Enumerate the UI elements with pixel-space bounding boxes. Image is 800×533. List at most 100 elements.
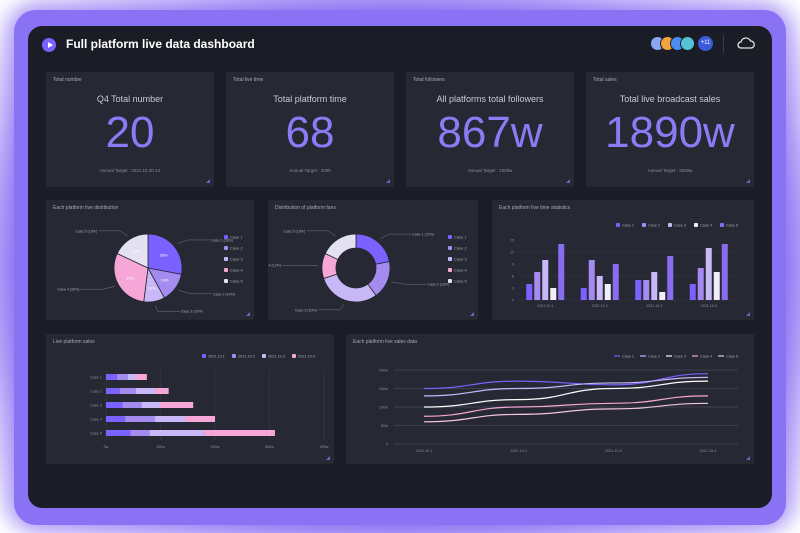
legend-swatch: [224, 268, 228, 272]
y-tick-label: Case 4: [90, 418, 102, 422]
play-logo-icon: [42, 38, 56, 52]
bar: [643, 280, 650, 300]
cloud-icon[interactable]: [736, 35, 756, 51]
y-tick-label: 0: [512, 298, 514, 302]
bar: [596, 276, 603, 300]
legend-swatch: [292, 354, 296, 358]
x-tick-label: 100w: [156, 445, 165, 449]
x-tick-label: 0w: [104, 445, 109, 449]
collaborator-avatars[interactable]: +11: [650, 36, 713, 52]
kpi-value: 20: [105, 108, 155, 157]
y-tick-label: 12: [510, 250, 514, 254]
kpi-subtitle: Total live broadcast sales: [619, 94, 721, 104]
legend-label: Case 5: [454, 279, 467, 284]
x-tick-label: 2021.10.2: [592, 304, 608, 308]
legend-label: Case 5: [726, 224, 738, 228]
kpi-card-total-number: Total number Q4 Total number 20 Annual T…: [46, 72, 214, 187]
bar: [612, 264, 619, 300]
legend-label: Case 3: [674, 224, 686, 228]
bar: [713, 272, 720, 300]
y-tick-label: 50w: [381, 424, 388, 428]
chart-title: Each platform live distribution: [53, 205, 119, 211]
header-divider: [723, 35, 724, 53]
resize-corner-icon[interactable]: [326, 456, 330, 460]
legend-label: Case 1: [454, 235, 467, 240]
legend-swatch: [224, 235, 228, 239]
x-tick-label: 2021.10.3: [646, 304, 662, 308]
avatar[interactable]: [680, 36, 695, 51]
stacked-bar-chart-platform-sales: 0w 100w 200w 300w 400w Case 1 Case 2 Case 3 Case…: [90, 354, 329, 449]
kpi-target: Annual Target : 2021.10.30-12: [99, 168, 161, 173]
legend-label: Case 4: [700, 355, 712, 359]
resize-corner-icon[interactable]: [566, 179, 570, 183]
bar-segment: [130, 430, 150, 436]
bar: [635, 280, 642, 300]
kpi-target: Annual Target : 1000w: [467, 168, 513, 173]
kpi-subtitle: Q4 Total number: [96, 94, 164, 104]
slice-percent-label: 14%: [160, 277, 168, 282]
pie-slice: [323, 273, 377, 303]
chart-card-live-time-statistics: Each platform live time statistics 0 3 6 9 1…: [492, 200, 754, 320]
y-tick-label: 6: [512, 274, 514, 278]
bar-segment: [106, 374, 117, 380]
series-line: [423, 380, 709, 408]
series-line: [423, 373, 709, 390]
legend-swatch: [448, 279, 452, 283]
slice-percent-label: 28%: [160, 252, 168, 257]
bar-segment: [149, 430, 205, 436]
legend-swatch: [224, 279, 228, 283]
chart-title: Each platform live time statistics: [499, 205, 571, 211]
resize-corner-icon[interactable]: [746, 312, 750, 316]
y-tick-label: 3: [512, 286, 514, 290]
legend-label: Case 1: [230, 235, 243, 240]
legend-swatch: [224, 257, 228, 261]
bar: [721, 244, 728, 300]
legend-swatch: [642, 223, 646, 227]
x-tick-label: 300w: [265, 445, 274, 449]
bar: [542, 260, 549, 300]
legend-label: 2021.10.2: [238, 355, 255, 359]
legend-label: Case 2: [648, 355, 660, 359]
bar-segment: [135, 388, 156, 394]
avatar-count-badge[interactable]: +11: [698, 36, 713, 51]
bar-chart-live-time: 0 3 6 9 12 15 2021.10.1 2021.10.2 2021.10.3 2021.…: [510, 223, 738, 308]
chart-title: Live platform sales: [53, 339, 95, 345]
bar-segment: [106, 416, 126, 422]
leader-line: [177, 239, 211, 244]
slice-label: Case 5 (18%): [283, 229, 305, 233]
bar-segment: [141, 402, 161, 408]
legend-swatch: [448, 257, 452, 261]
chart-card-live-platform-sales: Live platform sales 0w 100w 200w 300w 400w Ca…: [46, 334, 334, 464]
slice-label: Case 4 (30%): [57, 288, 79, 292]
x-tick-label: 2021.10.4: [701, 304, 717, 308]
leader-line: [154, 305, 180, 312]
pie-slice: [147, 233, 183, 275]
legend-label: Case 4: [230, 268, 243, 273]
y-tick-label: Case 5: [90, 432, 102, 436]
resize-corner-icon[interactable]: [746, 456, 750, 460]
resize-corner-icon[interactable]: [746, 179, 750, 183]
y-tick-label: Case 1: [90, 376, 102, 380]
kpi-label: Total sales: [593, 77, 617, 83]
slice-label: Case 5 (18%): [75, 229, 97, 233]
bar: [651, 272, 658, 300]
x-tick-label: 2021.10.3: [605, 449, 622, 453]
y-tick-label: 200w: [379, 368, 388, 372]
legend-label: Case 5: [230, 279, 243, 284]
dashboard-screen: Full platform live data dashboard +11 To…: [28, 26, 772, 508]
resize-corner-icon[interactable]: [470, 312, 474, 316]
slice-label: Case 2 (18%): [427, 283, 449, 287]
kpi-subtitle: Total platform time: [273, 94, 347, 104]
bar-segment: [160, 402, 194, 408]
resize-corner-icon[interactable]: [246, 312, 250, 316]
bar-segment: [135, 374, 147, 380]
legend-swatch: [262, 354, 266, 358]
legend-swatch: [616, 223, 620, 227]
bar-segment: [106, 388, 120, 394]
resize-corner-icon[interactable]: [206, 179, 210, 183]
leader-line: [98, 230, 128, 237]
bar: [550, 288, 557, 300]
kpi-card-total-sales: Total sales Total live broadcast sales 1…: [586, 72, 754, 187]
pie-slice: [324, 233, 357, 261]
resize-corner-icon[interactable]: [386, 179, 390, 183]
